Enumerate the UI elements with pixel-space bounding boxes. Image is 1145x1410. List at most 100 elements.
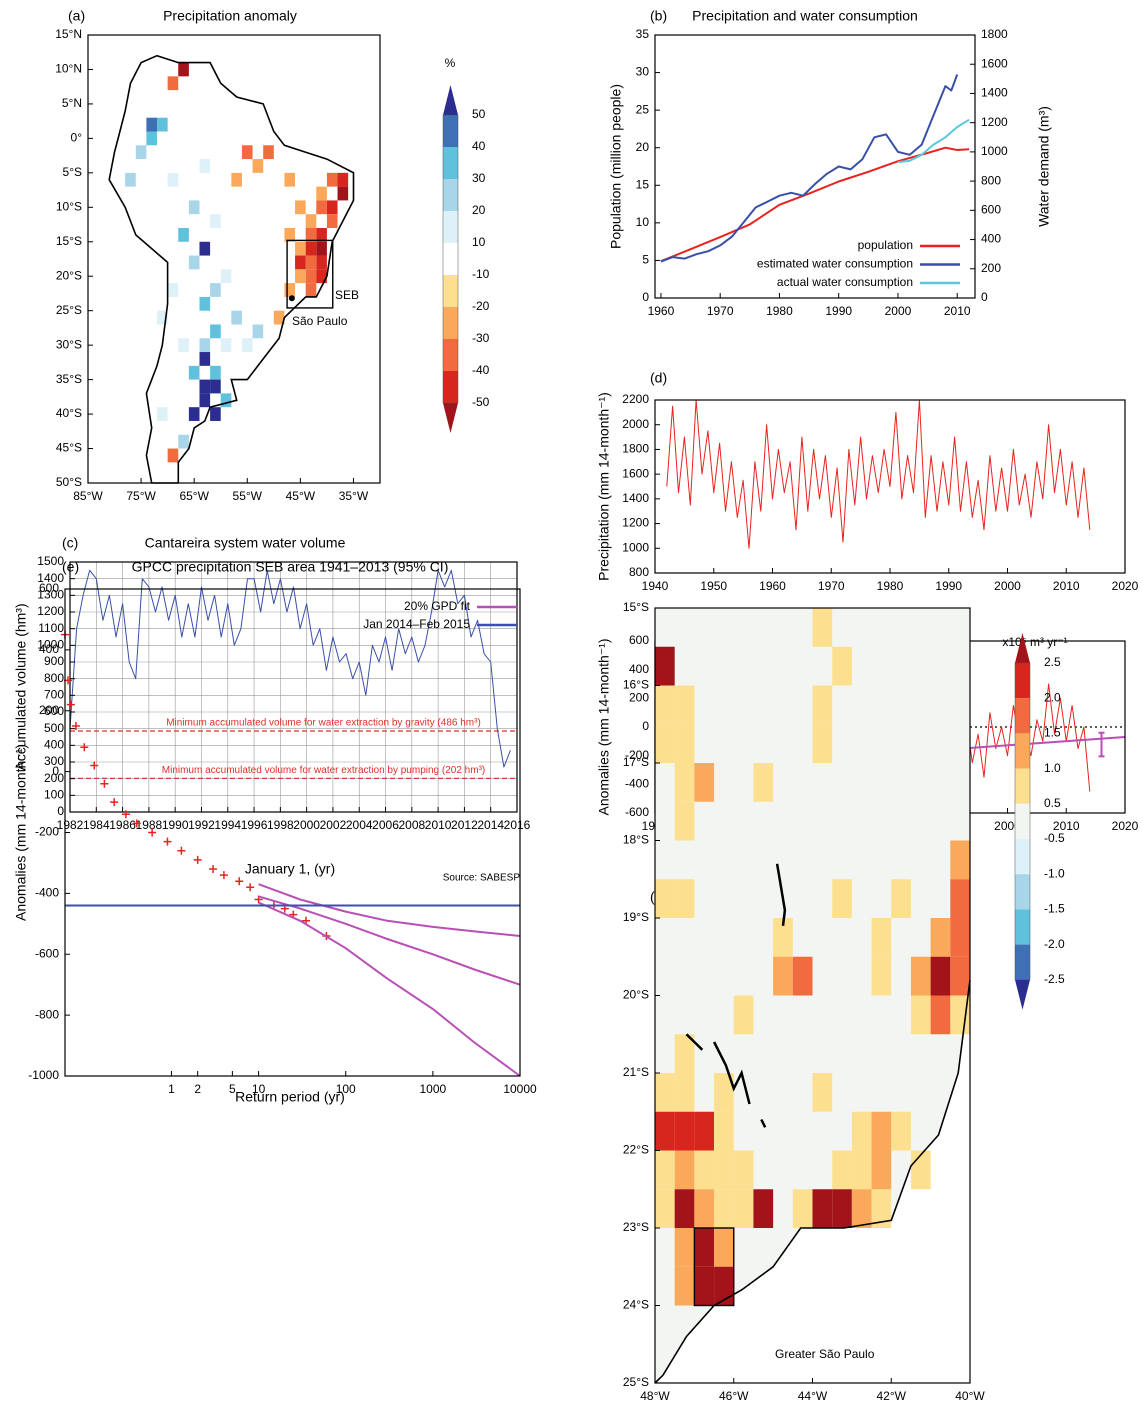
x-tick-label: 2014 [477,818,504,832]
x-tick-label: 35°W [339,489,369,503]
map-cell [714,1111,734,1151]
map-cell [655,1073,675,1112]
map-cell [167,76,179,91]
map-cell [655,1150,675,1190]
annotation: SEB [335,288,359,302]
y-tick-label: 1600 [622,466,649,480]
map-cell [674,724,695,763]
x-tick-label: 2010 [1053,579,1080,593]
x-tick-label: 1000 [420,1082,447,1096]
map-cell [655,724,675,763]
y-tick-label: -200 [625,748,649,762]
annotation: São Paulo [292,314,348,328]
y-tick-label: 40°S [56,406,82,420]
chart-title: Cantareira system water volume [145,535,346,551]
y2-tick-label: 200 [981,261,1001,275]
y-tick-label: 21°S [623,1065,649,1079]
map-cell [812,1189,833,1228]
y-tick-label: -600 [625,805,649,819]
x-tick-label: 2000 [885,304,912,318]
y2-tick-label: 1600 [981,56,1008,70]
coastline [108,54,355,484]
point [100,779,109,788]
map-cell [220,338,232,353]
x-tick-label: 2010 [1053,819,1080,833]
colorbar-label: -1.0 [1044,866,1065,880]
map-cell [714,1228,734,1267]
map-cell [326,172,338,187]
map-cell [871,1111,892,1151]
x-tick-label: 2 [194,1082,201,1096]
x-tick-label: 1990 [162,818,189,832]
colorbar-frame [1014,662,1031,981]
y-tick-label: 600 [44,704,64,718]
fit-line [258,883,521,937]
colorbar-title: % [445,56,456,70]
point [177,846,186,855]
map-cell [316,186,327,201]
y-tick-label: 0 [57,804,64,818]
x-tick-label: 1984 [83,818,110,832]
map-cell [178,227,189,242]
reservoir [685,1033,704,1051]
y-tick-label: 25°S [56,303,82,317]
y-tick-label: 15 [636,177,650,191]
map-cell [674,1266,695,1306]
y-tick-label: 0 [642,719,649,733]
y-tick-label: 2200 [622,392,649,406]
map-cell [674,1228,695,1267]
x-tick-label: 2008 [398,818,425,832]
map-cell [305,283,317,297]
y-tick-label: 1000 [37,638,64,652]
x-tick-label: 1960 [648,304,675,318]
point [235,877,244,886]
map-cell [733,1150,754,1190]
colorbar-swatch [1015,839,1030,875]
y-tick-label: 25°S [623,1375,649,1389]
map-cell [316,241,327,256]
y-tick-label: 20 [636,140,650,154]
chart-title: Precipitation anomaly [163,8,297,24]
map-cell [125,172,136,187]
map-cell [871,1189,892,1228]
point [71,721,80,730]
map-cell [714,1073,734,1112]
map-cell [674,1111,695,1151]
map-cell [910,956,931,996]
map-cell [812,1073,833,1112]
point [209,865,218,874]
x-axis-label: Return period (yr) [235,1089,345,1105]
y-axis-label: Population (million people) [608,84,624,249]
map-cell [694,1228,715,1267]
x-tick-label: 1982 [57,818,84,832]
y-tick-label: 600 [39,581,59,595]
y-tick-label: -1000 [28,1068,59,1082]
plot-frame [69,561,518,813]
colorbar-swatch [443,211,458,243]
y-tick-label: 1400 [622,491,649,505]
y-tick-label: 20°S [623,988,649,1002]
y-tick-label: 23°S [623,1220,649,1234]
map-cell [950,956,970,996]
y2-tick-label: 1200 [981,115,1008,129]
legend-label: estimated water consumption [757,257,913,271]
colorbar-label: -2.5 [1044,972,1065,986]
map-cell [188,200,200,215]
colorbar-label: 0.5 [1044,796,1061,810]
map-cell [199,338,211,353]
map-cell [655,1111,675,1151]
map-cell [295,200,306,215]
y2-tick-label: 400 [981,232,1001,246]
colorbar-swatch [1015,979,1030,1010]
map-cell [930,995,951,1035]
map-cell [792,1189,813,1228]
x-tick-label: 1994 [214,818,241,832]
x-tick-label: 2010 [944,304,971,318]
y-tick-label: 15°N [55,27,82,41]
y-tick-label: 30°S [56,337,82,351]
map-cell [326,200,338,215]
y-tick-label: 1000 [622,540,649,554]
x-tick-label: 2006 [372,818,399,832]
map-cell [851,1111,872,1151]
